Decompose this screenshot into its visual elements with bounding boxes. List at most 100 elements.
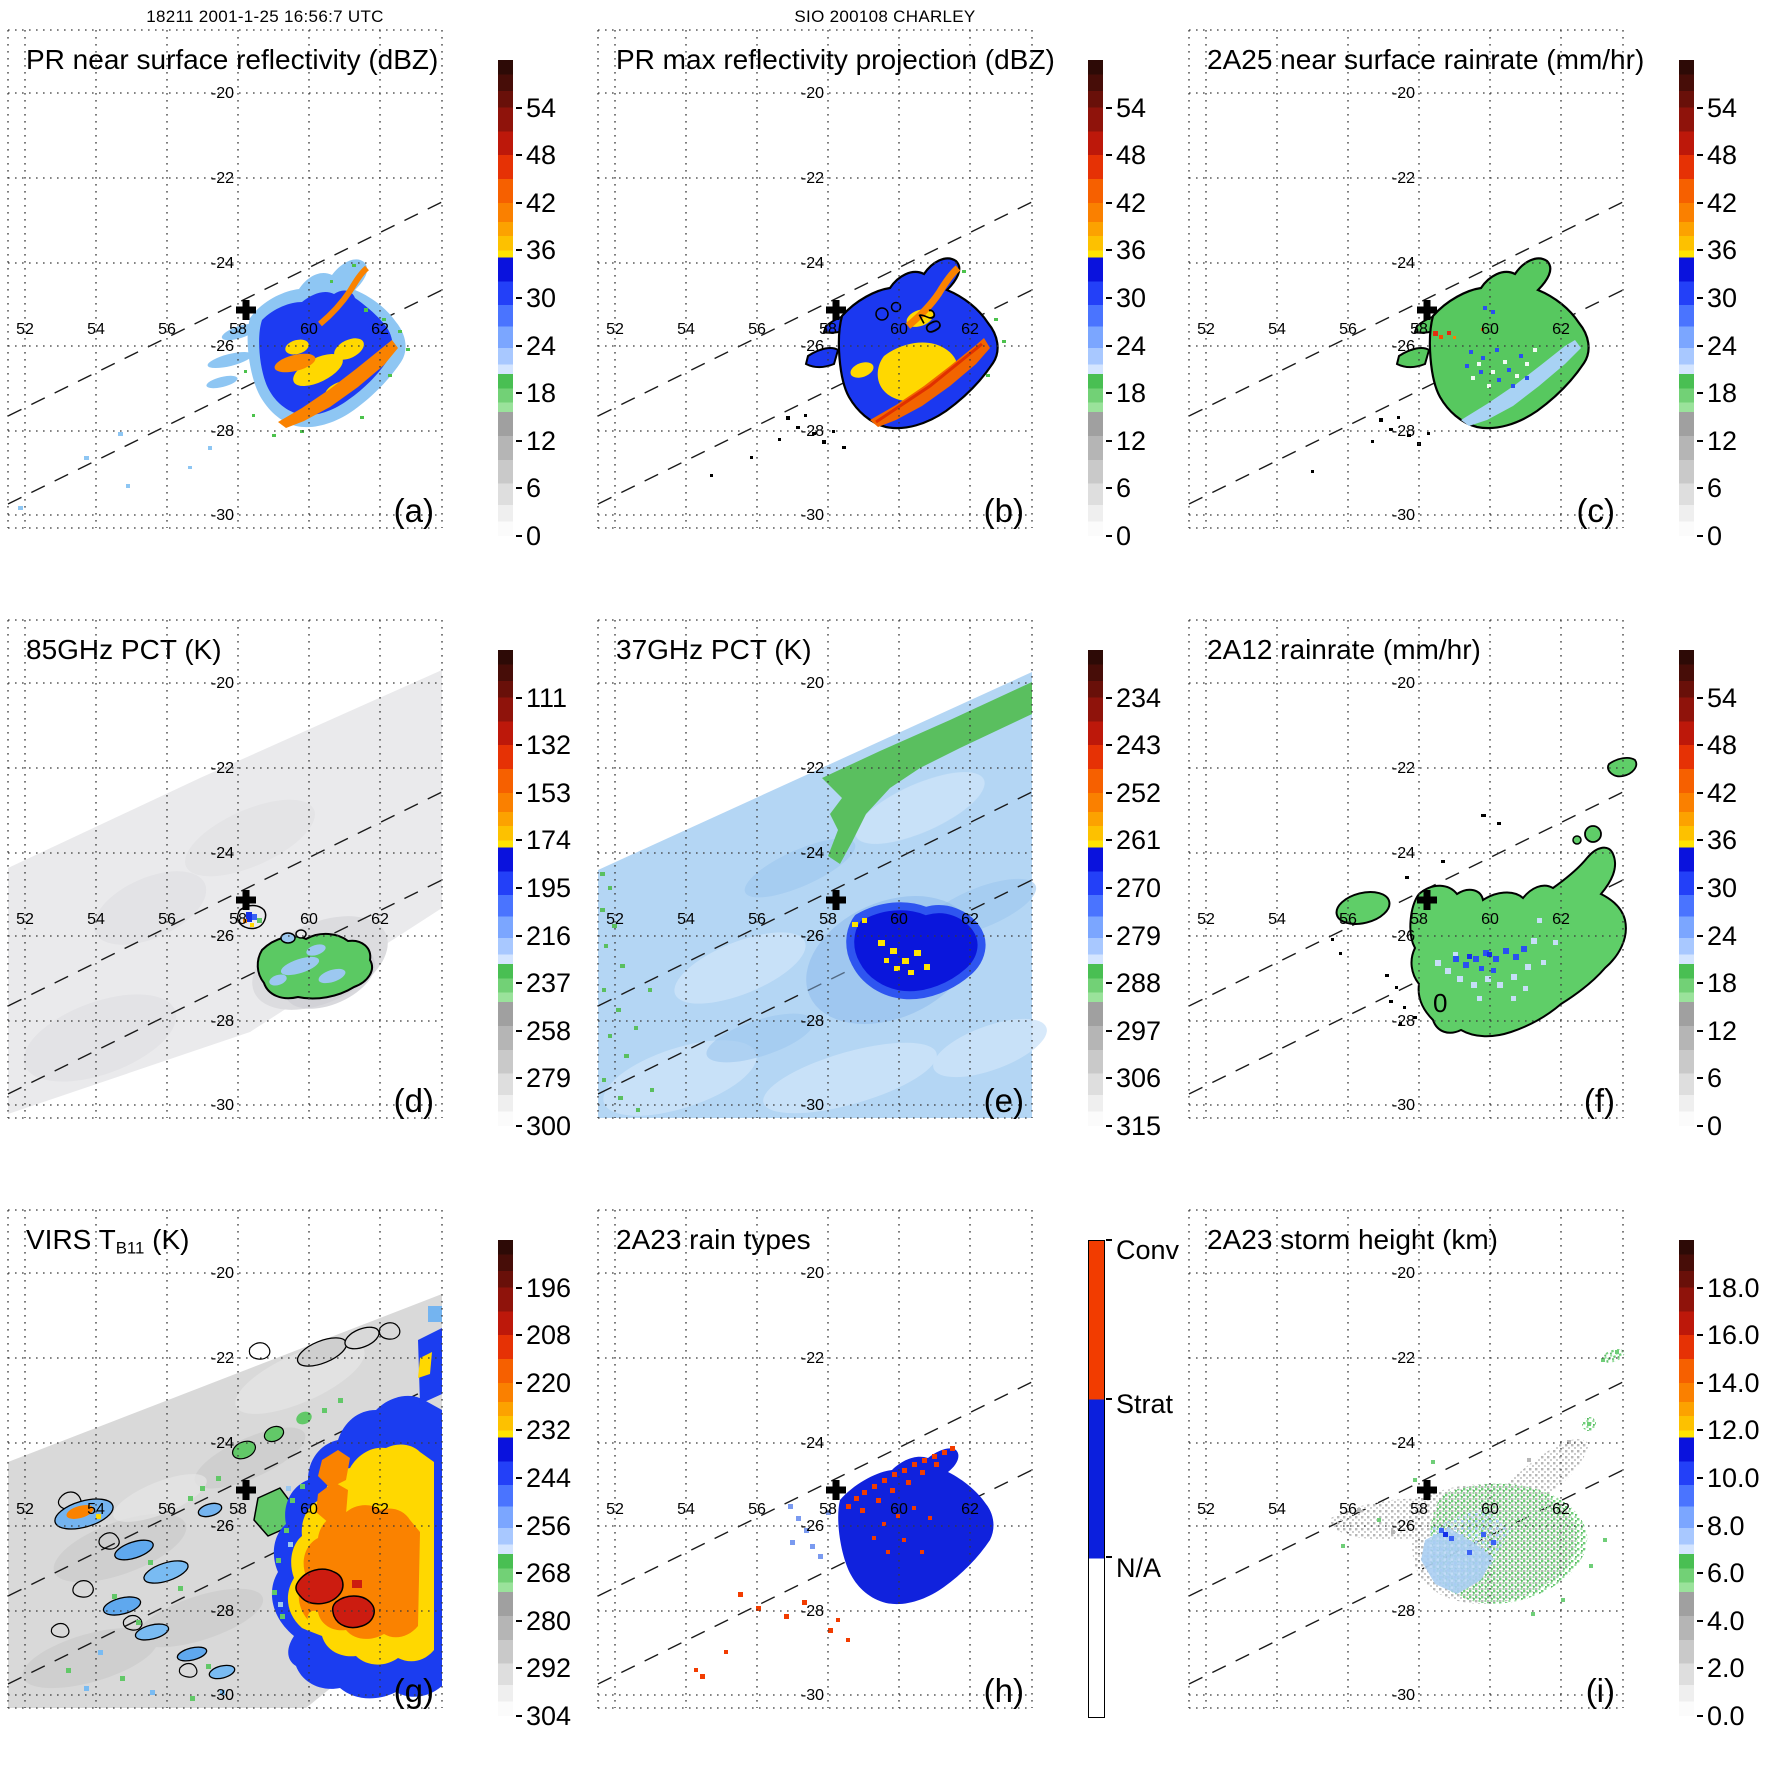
- colorbar-tick-mark: [1697, 392, 1703, 395]
- lat-label: -30: [1392, 1687, 1415, 1704]
- lat-label: -24: [801, 1435, 824, 1452]
- colorbar-tick-mark: [1697, 1572, 1703, 1575]
- colorbar-tick-mark: [516, 249, 522, 252]
- lon-label: 60: [890, 1501, 908, 1518]
- panel-title: PR near surface reflectivity (dBZ): [26, 44, 438, 79]
- colorbar-tick-mark: [1106, 696, 1112, 699]
- lon-label: 54: [677, 911, 695, 928]
- colorbar-tick-label: 36: [526, 235, 557, 266]
- lat-label: -28: [801, 1603, 824, 1620]
- colorbar-tick-label: 48: [1707, 730, 1738, 761]
- colorbar-tick-mark: [1697, 1125, 1703, 1127]
- storm-center-cross: [826, 1480, 846, 1500]
- map-e: 52 54 56 58 60 62 -20 -22 -24 -26 -28 -30: [597, 619, 1047, 1119]
- map-art: [597, 672, 1047, 1118]
- lon-label: 62: [371, 911, 389, 928]
- colorbar-tick-label: 24: [526, 330, 557, 361]
- lon-label: 52: [1197, 911, 1215, 928]
- green-edge-band: [188, 1398, 343, 1501]
- colorbar-tick-label: 270: [1116, 873, 1162, 903]
- map-h: 52 54 56 58 60 62 -20 -22 -24 -26 -28 -30: [597, 1209, 1033, 1709]
- lat-label: -24: [1392, 255, 1415, 272]
- colorbar-tick-mark: [516, 1572, 522, 1575]
- colorbar-tick-label: 54: [1707, 92, 1738, 123]
- lon-label: 56: [158, 1501, 176, 1518]
- colorbar-tick-label: 6: [526, 473, 542, 504]
- lat-label: -26: [1392, 1518, 1415, 1535]
- colorbar-tick-label: 0: [1116, 521, 1132, 551]
- colorbar-tick-mark: [1697, 1524, 1703, 1527]
- colorbar-tick-mark: [1106, 1397, 1112, 1400]
- colorbar-tick-mark: [1697, 1715, 1703, 1717]
- lon-label: 54: [87, 1501, 105, 1518]
- colorbar-tick-mark: [1697, 535, 1703, 537]
- lat-label: -20: [1392, 675, 1415, 692]
- storm-blob: [1330, 1349, 1625, 1616]
- colorbar: [1679, 1240, 1694, 1716]
- colorbar-tick-mark: [1697, 791, 1703, 794]
- map-f: 0 52 54 56 58 60 62 -20 -22 -24 -26 -28 -30: [1188, 619, 1638, 1119]
- storm-center-cross: [236, 890, 256, 910]
- colorbar-tick-label: 0: [1707, 521, 1723, 551]
- lon-label: 54: [87, 321, 105, 338]
- colorbar-tick-label: 153: [526, 777, 572, 808]
- colorbar-tick-label: 300: [526, 1111, 572, 1141]
- colorbar-tick-label: 0: [1707, 1111, 1723, 1141]
- storm-center-cross: [1417, 890, 1437, 910]
- colorbar-tick-label: 196: [526, 1272, 572, 1303]
- colorbar-tick-mark: [1106, 1077, 1112, 1080]
- lat-label: -28: [211, 1013, 234, 1030]
- lat-label: -20: [801, 85, 824, 102]
- colorbar-tick-label: 220: [526, 1367, 572, 1398]
- panel-letter: (c): [1576, 492, 1615, 529]
- colorbar-tick-mark: [516, 1715, 522, 1717]
- graticule: [597, 1209, 1033, 1709]
- colorbar-ticks: 18.0 16.0 14.0 12.0 10.0 8.0 6.0 4.0 2.0 0.0: [1697, 1198, 1771, 1788]
- lon-label: 52: [16, 1501, 34, 1518]
- colorbar-tick-mark: [516, 1125, 522, 1127]
- lat-label: -24: [801, 845, 824, 862]
- panel-title: 2A23 rain types: [616, 1224, 811, 1255]
- map-art: [1188, 1349, 1625, 1685]
- panel-title: 2A23 storm height (km): [1207, 1224, 1498, 1255]
- lat-label: -20: [211, 1265, 234, 1282]
- colorbar-tick-label: 256: [526, 1510, 572, 1541]
- colorbar-tick-mark: [1697, 1029, 1703, 1032]
- colorbar-tick-mark: [1697, 934, 1703, 937]
- panel-f: 2A12 rainrate (mm/hr): [1181, 608, 1771, 1198]
- colorbar-tick-label: 42: [1116, 187, 1147, 218]
- panel-title: 85GHz PCT (K): [26, 634, 222, 665]
- colorbar-tick-label: 234: [1116, 682, 1162, 713]
- colorbar-tick-label: 18: [1116, 378, 1147, 409]
- storm-center-cross: [1417, 300, 1437, 320]
- colorbar-tick-mark: [1106, 791, 1112, 794]
- colorbar-tick-label: 292: [526, 1653, 572, 1684]
- colorbar-tick-label: 16.0: [1707, 1320, 1760, 1351]
- colorbar-tick-label: 288: [1116, 968, 1162, 999]
- map-art: 0: [1188, 757, 1638, 1095]
- lat-label: -28: [211, 423, 234, 440]
- lat-label: -20: [1392, 85, 1415, 102]
- storm-id: SIO 200108 CHARLEY: [794, 7, 976, 26]
- lat-label: -28: [1392, 423, 1415, 440]
- colorbar-tick-label: 132: [526, 730, 572, 761]
- colorbar-tick-label: 30: [1707, 873, 1738, 903]
- green-warm-band: [600, 682, 1032, 1112]
- lon-label: 62: [1552, 321, 1570, 338]
- colorbar-tick-label: 6: [1116, 473, 1132, 504]
- lat-label: -22: [211, 760, 234, 777]
- colorbar-tick-mark: [1697, 439, 1703, 442]
- lat-label: -30: [211, 1097, 234, 1114]
- colorbar-tick-label: 4.0: [1707, 1605, 1745, 1636]
- colorbar-tick-mark: [516, 1381, 522, 1384]
- lon-label: 56: [158, 321, 176, 338]
- lat-label: -30: [801, 507, 824, 524]
- lat-label: -26: [1392, 928, 1415, 945]
- colorbar-tick-label: 30: [1707, 283, 1738, 313]
- colorbar: [498, 1240, 513, 1716]
- colorbar-ticks: 54 48 42 36 30 24 18 12 6 0: [516, 18, 596, 608]
- map-overlay: 52 54 56 58 60 62 -20 -22 -24 -26 -28 -30: [1197, 1265, 1570, 1704]
- panel-letter: (a): [393, 492, 434, 529]
- map-art: [7, 1294, 443, 1708]
- map-overlay: 52 54 56 58 60 62 -20 -22 -24 -26 -28 -30: [606, 1265, 979, 1704]
